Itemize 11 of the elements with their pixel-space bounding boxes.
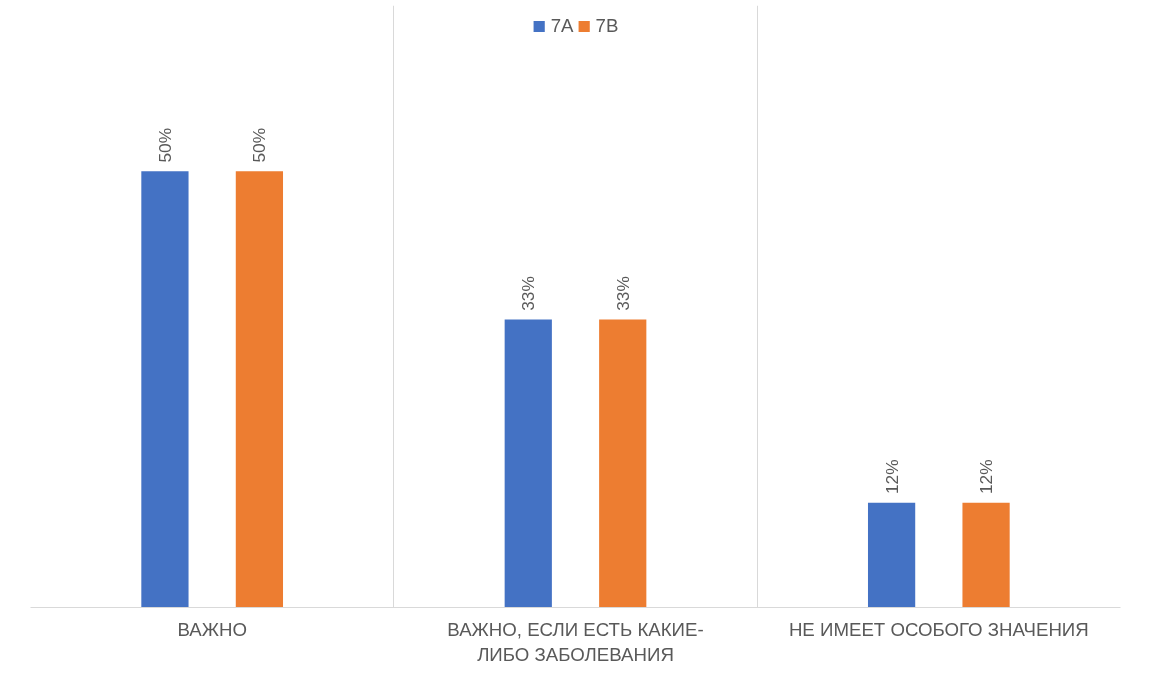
- x-tick-label: ВАЖНО, ЕСЛИ ЕСТЬ КАКИЕ-ЛИБО ЗАБОЛЕВАНИЯ: [447, 618, 704, 665]
- data-label: 33%: [518, 276, 539, 311]
- x-tick-label: ВАЖНО: [177, 618, 247, 640]
- x-tick-label: НЕ ИМЕЕТ ОСОБОГО ЗНАЧЕНИЯ: [788, 618, 1089, 640]
- legend-label: 7А: [550, 15, 574, 37]
- data-label: 12%: [976, 459, 997, 495]
- data-label: 12%: [881, 459, 902, 495]
- data-label: 33%: [612, 276, 633, 311]
- legend-label: 7В: [595, 15, 619, 37]
- data-label: 50%: [154, 127, 175, 163]
- data-label: 50%: [249, 127, 270, 163]
